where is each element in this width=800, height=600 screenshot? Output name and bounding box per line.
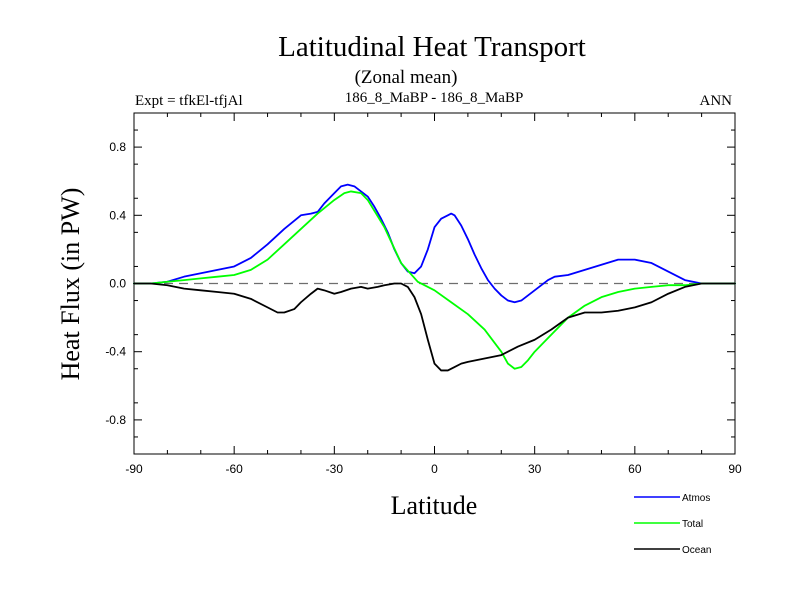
- series-line-total: [133, 190, 736, 370]
- y-tick-label: 0.8: [109, 140, 126, 154]
- y-tick-label: 0.4: [109, 208, 126, 222]
- chart-title: Latitudinal Heat Transport: [278, 31, 586, 63]
- x-tick-label: 60: [628, 462, 642, 476]
- legend-label-total: Total: [682, 519, 703, 530]
- chart-legend: Atmos Total Ocean: [634, 493, 711, 556]
- series-line-ocean: [133, 282, 736, 372]
- series-lines: [133, 183, 736, 372]
- y-tick-label: -0.4: [105, 345, 126, 359]
- y-tick-label: 0.0: [109, 277, 126, 291]
- experiment-label: Expt = tfkEl-tfjAl: [135, 93, 243, 109]
- y-axis-title: Heat Flux (in PW): [56, 188, 85, 381]
- axis-tick-labels: -90 -60 -30 0 30 60 90 -0.8 -0.4 0.0 0.4 0.8: [105, 140, 742, 476]
- x-tick-label: -30: [326, 462, 344, 476]
- y-tick-label: -0.8: [105, 413, 126, 427]
- x-tick-label: -60: [225, 462, 243, 476]
- x-tick-label: 0: [431, 462, 438, 476]
- axis-ticks: [133, 113, 736, 454]
- series-line-atmos: [133, 183, 736, 304]
- x-axis-title: Latitude: [391, 491, 478, 520]
- x-tick-label: 90: [728, 462, 742, 476]
- legend-label-ocean: Ocean: [682, 545, 711, 556]
- x-tick-label: 30: [528, 462, 542, 476]
- chart-subtitle: (Zonal mean): [355, 67, 458, 88]
- x-tick-label: -90: [125, 462, 143, 476]
- season-label: ANN: [700, 93, 733, 109]
- case-label: 186_8_MaBP - 186_8_MaBP: [345, 90, 524, 106]
- legend-label-atmos: Atmos: [682, 493, 710, 504]
